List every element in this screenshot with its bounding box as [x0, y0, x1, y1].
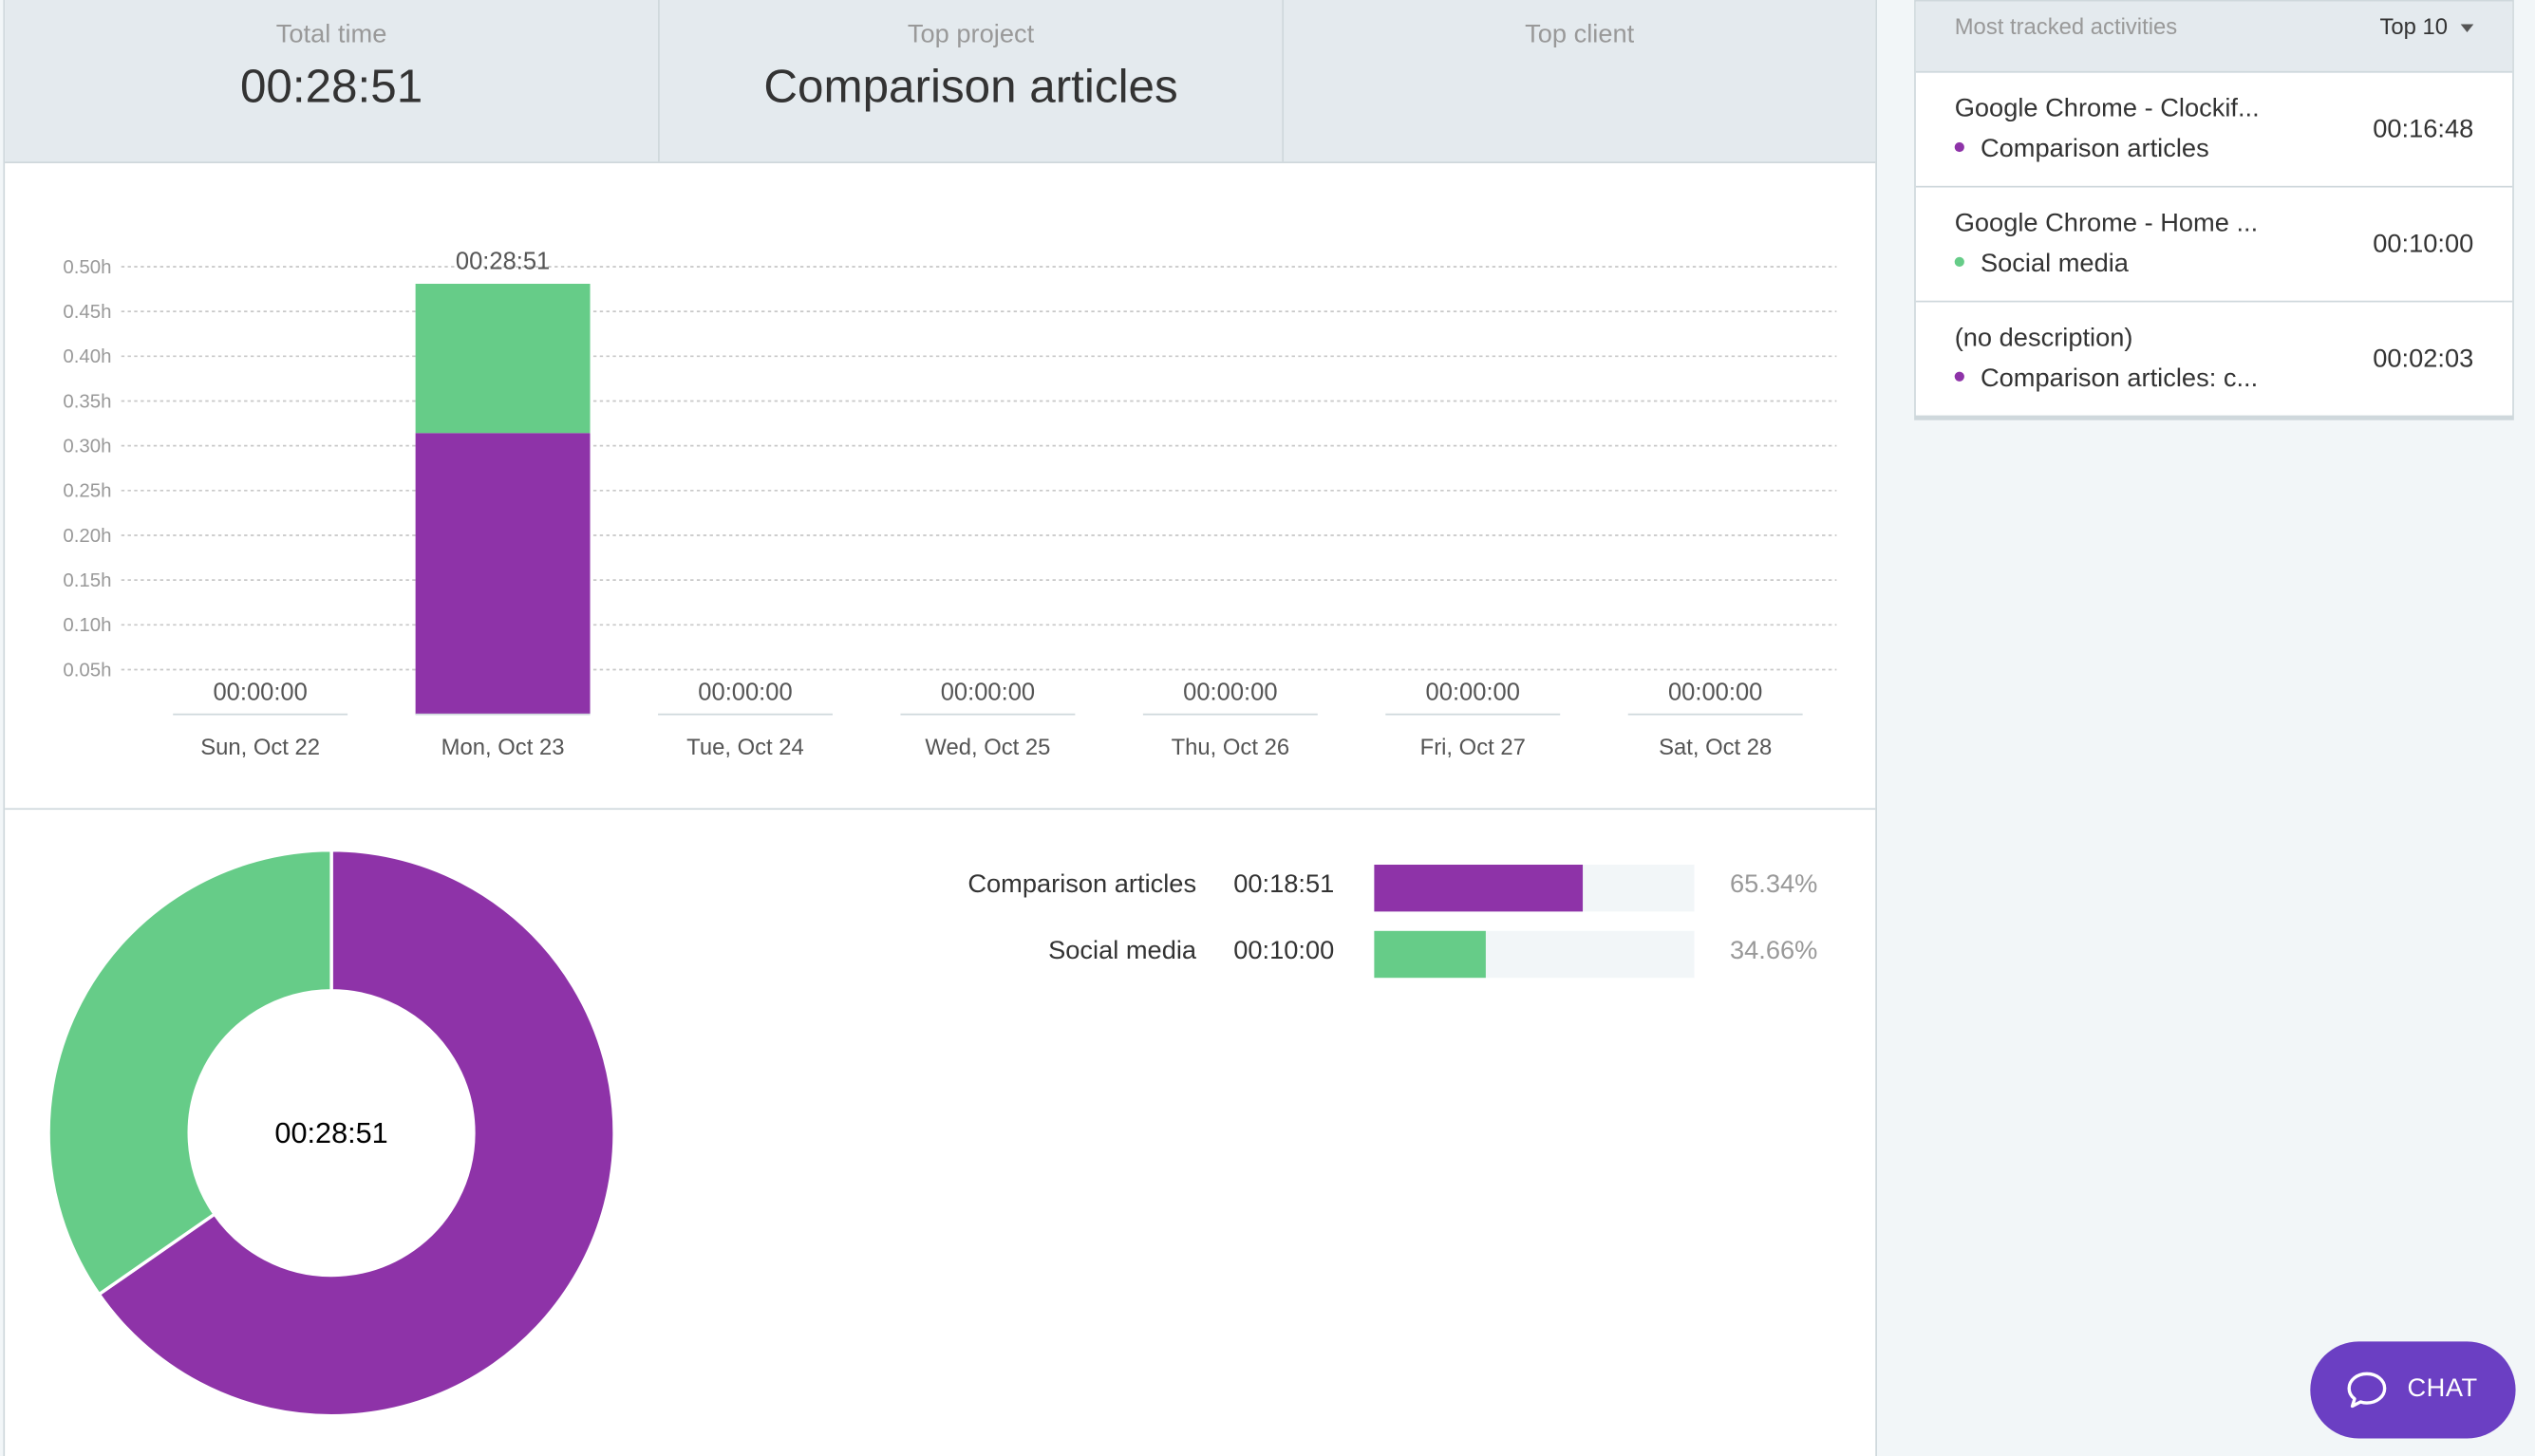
bar-total-label: 00:00:00: [698, 679, 792, 705]
project-breakdown: 00:28:51 Comparison articles 00:18:51 65…: [5, 812, 1875, 1456]
activity-project-name: Comparison articles: [1980, 136, 2209, 163]
legend-project-name: Comparison articles: [967, 870, 1197, 899]
legend-project-name: Social media: [1048, 937, 1197, 965]
y-tick-label: 0.20h: [63, 526, 111, 547]
activity-project-name: Social media: [1980, 250, 2129, 278]
legend-project-percent: 34.66%: [1730, 937, 1818, 965]
total-time-card: Total time 00:28:51: [5, 0, 660, 162]
activity-project: Comparison articles: c...: [1954, 364, 2259, 395]
y-tick-label: 0.40h: [63, 346, 111, 367]
bar-segment: [415, 283, 591, 434]
activities-header: Most tracked activities Top 10: [1915, 1, 2513, 73]
chat-button[interactable]: CHAT: [2310, 1341, 2516, 1439]
activity-item[interactable]: Google Chrome - Clockif... Comparison ar…: [1915, 73, 2513, 188]
legend-row[interactable]: Comparison articles 00:18:51 65.34%: [5, 858, 1875, 913]
legend-project-time: 00:10:00: [1233, 937, 1335, 965]
legend-progress-fill: [1374, 865, 1584, 912]
legend-project-percent: 65.34%: [1730, 870, 1818, 899]
activity-item[interactable]: (no description) Comparison articles: c.…: [1916, 302, 2512, 417]
y-tick-label: 0.30h: [63, 436, 111, 457]
x-category-label: Tue, Oct 24: [686, 735, 804, 760]
activity-description: (no description): [1954, 325, 2133, 353]
top-project-value: Comparison articles: [763, 61, 1178, 114]
bar-total-label: 00:28:51: [456, 249, 550, 275]
bar-total-label: 00:00:00: [1668, 679, 1762, 705]
donut-chart-svg: 00:28:51: [47, 848, 616, 1418]
x-category-label: Fri, Oct 27: [1420, 735, 1526, 760]
summary-bar: Total time 00:28:51 Top project Comparis…: [5, 0, 1876, 163]
caret-down-icon: [2460, 24, 2474, 32]
donut-slice: [47, 848, 333, 1297]
x-category-label: Sat, Oct 28: [1659, 735, 1772, 760]
bar-total-label: 00:00:00: [941, 679, 1035, 705]
legend-row[interactable]: Social media 00:10:00 34.66%: [5, 924, 1875, 980]
y-tick-label: 0.15h: [63, 570, 111, 591]
project-color-dot-icon: [1954, 141, 1964, 152]
top-project-card: Top project Comparison articles: [660, 0, 1285, 162]
y-tick-label: 0.25h: [63, 481, 111, 502]
bar-total-label: 00:00:00: [1183, 679, 1277, 705]
y-tick-label: 0.10h: [63, 615, 111, 636]
project-color-dot-icon: [1954, 256, 1964, 267]
activity-project-name: Comparison articles: c...: [1980, 364, 2259, 393]
y-tick-label: 0.50h: [63, 257, 111, 278]
chat-label: CHAT: [2407, 1375, 2478, 1404]
bar-total-label: 00:00:00: [1426, 679, 1520, 705]
x-category-label: Sun, Oct 22: [200, 735, 320, 760]
most-tracked-activities-panel: Most tracked activities Top 10 Google Ch…: [1914, 0, 2514, 420]
legend-progress-fill: [1374, 930, 1486, 979]
top-project-label: Top project: [907, 21, 1035, 49]
chat-bubble-icon: [2347, 1372, 2387, 1409]
bar-total-label: 00:00:00: [213, 679, 307, 705]
reports-main-panel: Total time 00:28:51 Top project Comparis…: [3, 0, 1877, 1456]
top-count-label: Top 10: [2379, 12, 2449, 39]
activity-description: Google Chrome - Clockif...: [1954, 95, 2260, 123]
legend-progress-track: [1374, 930, 1695, 979]
top-client-card: Top client: [1284, 0, 1875, 161]
total-time-label: Total time: [275, 21, 387, 49]
daily-bar-chart: 0.05h 0.10h 0.15h 0.20h 0.25h 0.30h 0.35h 0.40h…: [5, 165, 1876, 811]
y-tick-label: 0.05h: [63, 660, 111, 681]
legend-project-time: 00:18:51: [1233, 870, 1335, 899]
activity-duration: 00:10:00: [2373, 231, 2474, 259]
activity-duration: 00:16:48: [2373, 116, 2474, 144]
top-count-dropdown[interactable]: Top 10: [2379, 12, 2474, 39]
bar-segment: [415, 433, 591, 715]
activities-title: Most tracked activities: [1954, 12, 2178, 39]
activity-project: Comparison articles: [1954, 136, 2209, 165]
donut-slice: [96, 848, 616, 1418]
x-category-label: Wed, Oct 25: [925, 735, 1050, 760]
total-time-value: 00:28:51: [239, 61, 423, 114]
donut-center-label: 00:28:51: [274, 1117, 387, 1149]
x-category-label: Mon, Oct 23: [441, 735, 565, 760]
activity-description: Google Chrome - Home ...: [1954, 210, 2259, 238]
top-client-label: Top client: [1525, 21, 1635, 49]
activity-duration: 00:02:03: [2373, 345, 2474, 374]
y-tick-label: 0.35h: [63, 391, 111, 412]
x-category-label: Thu, Oct 26: [1172, 735, 1290, 760]
y-tick-label: 0.45h: [63, 302, 111, 323]
activity-project: Social media: [1954, 250, 2129, 280]
activity-item[interactable]: Google Chrome - Home ... Social media 00…: [1915, 188, 2513, 303]
project-color-dot-icon: [1954, 371, 1964, 382]
bar-chart-svg: 0.05h 0.10h 0.15h 0.20h 0.25h 0.30h 0.35h 0.40h…: [63, 249, 1837, 760]
legend-progress-track: [1374, 865, 1695, 912]
